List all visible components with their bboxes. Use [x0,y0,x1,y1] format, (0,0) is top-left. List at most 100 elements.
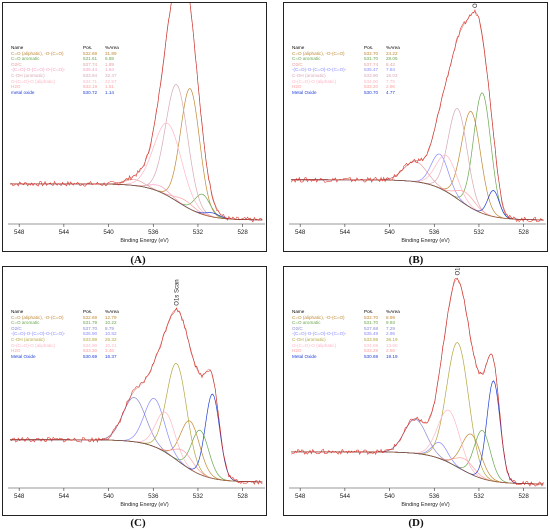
legend-pos: 530.69 [83,353,98,359]
legend-name: C=O aromatic [292,56,321,62]
legend-area: 16.37 [105,353,117,359]
legend-pos: 535.44 [83,67,98,73]
legend-pos: 533.19 [83,84,98,90]
legend-area: 8.99 [386,314,395,320]
envelope-fit [10,3,263,221]
peak-component-6 [10,183,263,221]
legend-row: Metal Oxide 530.69 16.37 [11,354,129,360]
x-tick-label: 532 [193,229,204,236]
legend-name: C=O (aliphatic), -O-(C=O) [11,50,64,56]
peak-component-1 [10,183,263,221]
legend-name: Metal Oxide [292,353,317,359]
x-tick-label: 536 [429,493,440,500]
legend-row: -(C=O)-O-(C=O)-O-(C=O)- 535.90 10.82 [11,331,129,337]
legend-area: 2.96 [386,84,395,90]
legend-name: H2O [11,348,21,354]
legend-row: C=O (aliphatic), -O-(C=O) 532.70 24.22 [292,51,410,57]
legend-row: C=O (aliphatic), -O-(C=O) 532.70 8.99 [292,315,410,321]
legend-d: Name Pos. %Area C=O (aliphatic), -O-(C=O) 53… [292,309,410,359]
legend-header-cell: Pos. [83,309,93,314]
xps-panel-c: 548 544 540 536 532 528 Binding Energy (eV) O1s… [2,266,267,516]
legend-pos: 535.49 [364,331,379,337]
legend-name: C-OH (aromatic) [292,72,326,78]
legend-pos: 533.29 [364,348,379,354]
peak-component-5 [291,154,544,221]
legend-name: O2/C [11,61,22,67]
x-tick-label: 544 [59,229,70,236]
legend-header-cell: %Area [386,309,400,314]
x-tick-label: 544 [340,229,351,236]
xps-panel-b: 548 544 540 536 532 528 Binding Energy (eV) O1s… [283,2,548,252]
legend-row: -(C=O)-O-(C=O)-O-(C=O)- 535.44 1.64 [11,67,129,73]
legend-pos: 534.90 [364,78,379,84]
legend-header: Name Pos. %Area [11,309,129,315]
scan-title: O1s Scan [456,267,462,275]
legend-header-cell: Pos. [364,45,374,50]
legend-area: 2.56 [386,348,395,354]
legend-row: C-OH (aromatic) 533.90 16.03 [292,73,410,79]
x-tick-label: 536 [148,229,159,236]
peak-component-5 [10,122,263,221]
peak-component-5 [291,409,544,485]
legend-area: 24.22 [386,50,398,56]
envelope-fit [10,309,263,483]
legend-row: H2O 533.29 2.56 [292,348,410,354]
legend-header-cell: Name [11,309,24,314]
peak-component-0 [291,433,544,485]
legend-pos: 537.74 [364,61,379,67]
legend-row: C-OH (aromatic) 533.89 26.32 [11,337,129,343]
peak-component-4 [291,108,544,221]
legend-row: C=O aromatic 531.61 6.88 [11,56,129,62]
legend-name: O2/C [292,325,303,331]
legend-row: O-(C=O)-O (aliphatic) 534.90 10.21 [11,343,129,349]
legend-pos: 537.70 [83,325,98,331]
peak-component-1 [291,92,544,221]
legend-area: 32.47 [105,72,117,78]
legend-pos: 530.72 [83,89,98,95]
legend-pos: 530.70 [364,89,379,95]
legend-name: Metal Oxide [11,353,36,359]
legend-name: O-(C=O)-O (aliphatic) [292,342,337,348]
legend-area: 10.22 [105,320,117,326]
legend-name: O-(C=O)-O (aliphatic) [292,78,337,84]
scan-title: O1s Scan [175,279,181,305]
legend-pos: 533.30 [83,348,98,354]
legend-row: C=O (aliphatic), -O-(C=O) 532.69 12.79 [11,315,129,321]
legend-row: O2/C 537.68 7.29 [292,326,410,332]
legend-row: C-OH (aromatic) 533.94 32.47 [11,73,129,79]
legend-row: O-(C=O)-O (aliphatic) 534.69 13.60 [292,343,410,349]
legend-row: C=O (aliphatic), -O-(C=O) 532.69 31.89 [11,51,129,57]
legend-header: Name Pos. %Area [292,309,410,315]
legend-area: 1.64 [105,67,114,73]
legend-pos: 534.69 [364,342,379,348]
x-tick-label: 544 [59,493,70,500]
legend-name: C-OH (aromatic) [292,336,326,342]
peak-component-1 [10,429,263,483]
legend-row: Metal Oxide 530.70 4.77 [292,90,410,96]
legend-row: O-(C=O)-O (aliphatic) 534.90 7.75 [292,79,410,85]
panel-label-c: (C) [130,517,146,529]
legend-pos: 533.89 [83,336,98,342]
peak-component-0 [10,420,263,483]
legend-header-cell: Name [292,309,305,314]
legend-row: C=O aromatic 531.79 10.22 [11,320,129,326]
legend-pos: 532.70 [364,50,379,56]
legend-area: 16.03 [386,72,398,78]
legend-row: metal oxide 530.72 1.14 [11,90,129,96]
legend-area: 6.88 [105,56,114,62]
legend-row: O2/C 537.70 8.79 [11,326,129,332]
x-axis-label: Binding Energy (eV) [401,502,449,508]
x-tick-label: 528 [518,493,529,500]
legend-name: C=O aromatic [292,320,321,326]
legend-header-cell: Name [292,45,305,50]
x-tick-label: 548 [14,229,25,236]
legend-row: H2O 533.30 3.46 [11,348,129,354]
legend-header-cell: Name [11,45,24,50]
legend-row: Metal Oxide 530.69 19.19 [292,354,410,360]
chart-b: 548 544 540 536 532 528 Binding Energy (eV) O1s… [289,3,546,244]
envelope-fit [291,279,544,485]
baseline-curve [10,183,263,221]
legend-name: C=O aromatic [11,56,40,62]
legend-header-cell: %Area [105,45,119,50]
x-tick-label: 540 [384,493,395,500]
